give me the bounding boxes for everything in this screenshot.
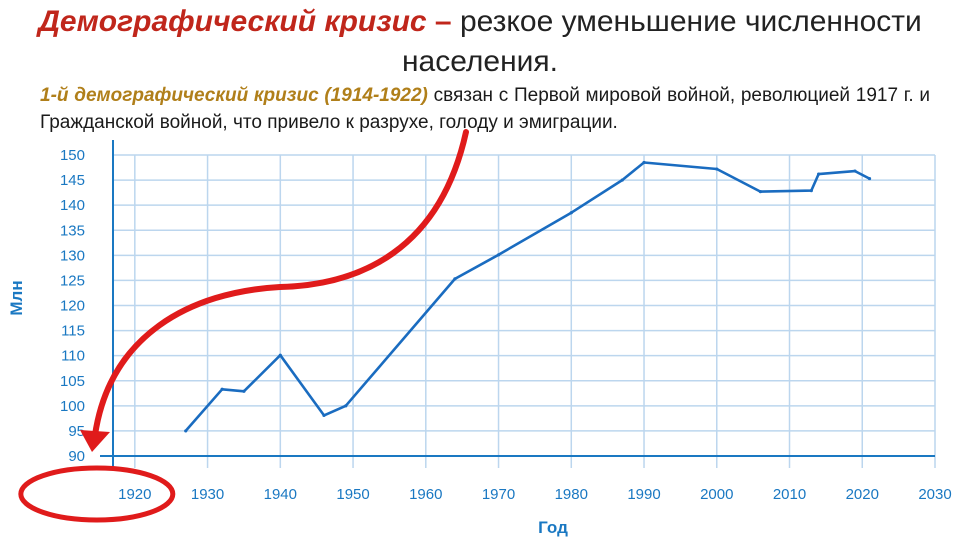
y-tick-label: 140 [60, 197, 85, 214]
data-point [242, 389, 246, 393]
x-tick-label: 2000 [700, 486, 733, 503]
y-tick-label: 105 [60, 373, 85, 390]
data-point [344, 404, 348, 408]
y-tick-label: 120 [60, 298, 85, 315]
y-tick-label: 145 [60, 172, 85, 189]
slide-title: Демографический кризис – резкое уменьшен… [0, 2, 960, 82]
y-tick-label: 95 [68, 423, 85, 440]
x-axis-title: Год [538, 518, 568, 537]
y-tick-label: 90 [68, 448, 85, 465]
crisis-label: 1-й демографический кризис (1914-1922) [40, 85, 428, 106]
data-point [220, 387, 224, 391]
x-tick-label: 1940 [264, 486, 297, 503]
data-point [715, 167, 719, 171]
crisis-text: связан с Первой мировой войной, революци… [40, 85, 930, 133]
y-axis-title: Млн [7, 280, 26, 315]
x-tick-label: 1930 [191, 486, 224, 503]
population-series-line [184, 161, 871, 433]
data-point [817, 172, 821, 176]
y-tick-label: 135 [60, 222, 85, 239]
data-point [184, 429, 188, 433]
x-tick-label: 1920 [118, 486, 151, 503]
data-point [758, 190, 763, 194]
data-point [322, 413, 326, 417]
data-point [569, 211, 573, 215]
x-tick-label: 2030 [918, 486, 951, 503]
y-tick-label: 130 [60, 247, 85, 264]
data-point [278, 353, 282, 357]
x-tick-label: 1980 [555, 486, 588, 503]
data-point [809, 189, 813, 193]
data-point [453, 277, 457, 281]
x-tick-label: 1960 [409, 486, 442, 503]
data-point [496, 253, 501, 257]
title-rest: резкое уменьшение численности населения. [401, 5, 922, 78]
y-tick-label: 100 [60, 398, 85, 415]
y-tick-label: 115 [61, 323, 85, 340]
x-tick-label: 2010 [773, 486, 806, 503]
x-tick-label: 1950 [336, 486, 369, 503]
y-tick-label: 125 [60, 272, 85, 289]
data-point [642, 160, 646, 165]
x-tick-label: 2020 [846, 486, 879, 503]
title-dash: – [426, 5, 460, 38]
crisis-description: 1-й демографический кризис (1914-1922) с… [40, 82, 930, 136]
title-term: Демографический кризис [38, 5, 427, 38]
x-tick-label: 1990 [627, 486, 660, 503]
data-point [620, 178, 624, 182]
y-tick-label: 110 [61, 348, 85, 365]
data-point [867, 176, 872, 181]
data-point [853, 169, 857, 173]
y-tick-label: 150 [60, 147, 85, 164]
x-tick-label: 1970 [482, 486, 515, 503]
